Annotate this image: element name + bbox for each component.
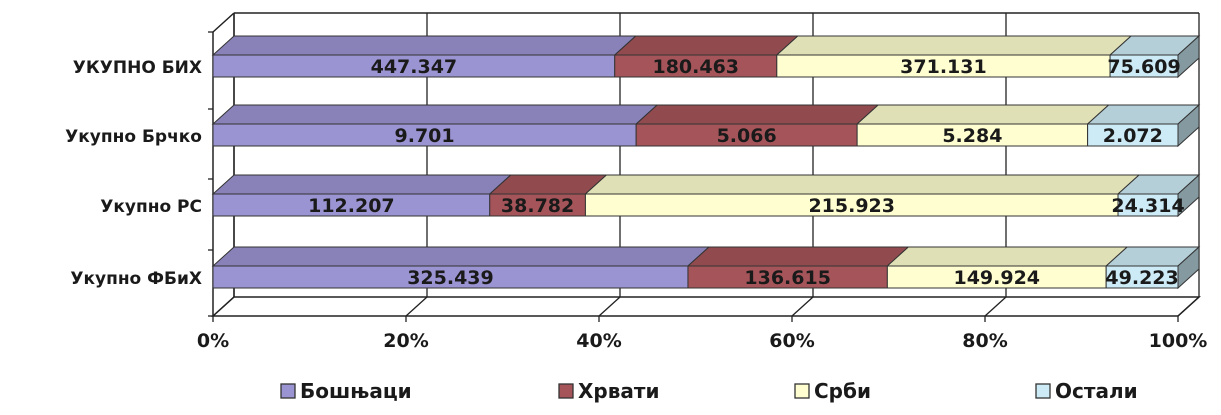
bar-segment-top [584,174,1141,195]
floor-gridline [212,296,235,317]
floor-gridline [1177,296,1200,317]
data-label: 215.923 [808,195,895,217]
side-wall-top-edge [212,12,235,33]
bar-segment-top [613,35,800,56]
bar-segment-top [211,35,638,56]
bar-segment-top [886,246,1129,267]
x-axis-tick-labels: 0% 20% 40% 60% 80% 100% [197,330,1207,352]
category-label: Укупно Брчко [65,127,202,147]
data-label: 9.701 [395,125,455,147]
legend-label: Остали [1055,379,1138,403]
chart-bars: 447.347 180.463 371.131 75.609 9.701 5.066 5.2… [211,34,1201,290]
data-label: 5.066 [717,125,777,147]
legend-swatch [558,383,574,399]
category-label: Укупно РС [100,197,202,217]
bar-segment-top [634,104,880,125]
legend-swatch [1035,383,1051,399]
bar-segment-top [775,35,1133,56]
bar-segment[interactable] [1117,193,1179,217]
bar-row: 325.439 136.615 149.924 49.223 [211,245,1201,290]
data-label: 5.284 [942,125,1002,147]
floor-gridline [791,296,814,317]
x-tick-label: 20% [383,330,428,352]
bar-segment-top [211,246,711,267]
x-tick-label: 0% [197,330,229,352]
data-label: 75.609 [1107,56,1180,78]
chart-floor [211,296,1201,317]
legend-item[interactable]: Бошњаци [280,379,412,403]
data-label: 112.207 [308,195,395,217]
legend-label: Бошњаци [300,379,412,403]
legend[interactable]: Бошњаци Хрвати Срби Остали [280,379,1138,403]
legend-label: Хрвати [578,379,660,403]
data-label: 24.314 [1111,195,1184,217]
data-label: 149.924 [953,267,1040,289]
bar-segment[interactable] [1087,123,1179,147]
bar-row: 9.701 5.066 5.284 2.072 [211,103,1201,148]
category-label: Укупно ФБиХ [70,269,202,289]
x-tick-label: 80% [962,330,1007,352]
bar-row: 447.347 180.463 371.131 75.609 [211,34,1201,79]
legend-item[interactable]: Хрвати [558,379,660,403]
data-label: 38.782 [501,195,574,217]
bar-segment-top [211,104,659,125]
legend-swatch [794,383,810,399]
bar-segment-top [211,174,513,195]
data-label: 447.347 [371,56,458,78]
bar-segment-top [686,246,910,267]
legend-item[interactable]: Остали [1035,379,1138,403]
x-tick-label: 40% [576,330,621,352]
floor-gridline [598,296,621,317]
data-label: 325.439 [407,267,494,289]
bar-segment[interactable] [1105,265,1179,289]
x-tick-label: 100% [1149,330,1208,352]
legend-item[interactable]: Срби [794,379,871,403]
legend-label: Срби [814,379,871,403]
bar-row: 112.207 38.782 215.923 24.314 [211,173,1201,218]
bar-segment-top [855,104,1110,125]
data-label: 49.223 [1105,267,1178,289]
data-label: 136.615 [744,267,831,289]
category-labels: УКУПНО БИХ Укупно Брчко Укупно РС Укупно ФБ… [65,58,202,289]
legend-swatch [280,383,296,399]
data-label: 371.131 [900,56,987,78]
data-label: 2.072 [1103,125,1163,147]
x-tick-label: 60% [769,330,814,352]
floor-gridline [984,296,1007,317]
bar-segment[interactable] [1109,54,1179,78]
category-label: УКУПНО БИХ [73,58,202,78]
data-label: 180.463 [652,56,739,78]
floor-gridline [405,296,428,317]
